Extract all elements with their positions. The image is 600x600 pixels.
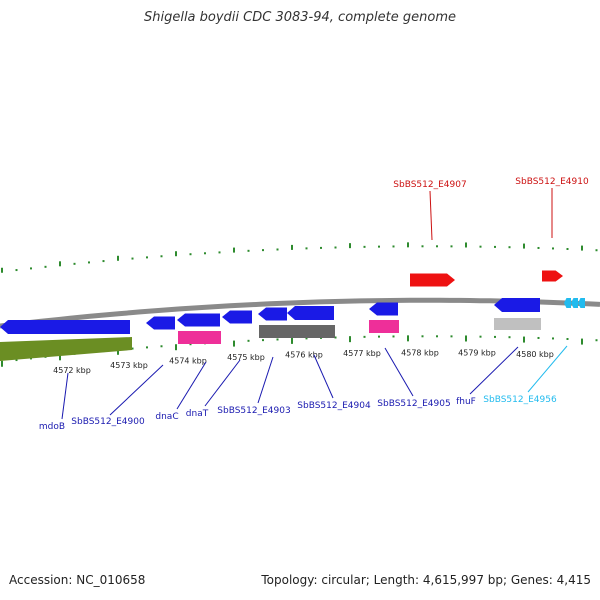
leader-line (469, 346, 519, 395)
gene-label: SbBS512_E4956 (483, 395, 557, 405)
leader-line (257, 356, 274, 404)
gene-label: SbBS512_E4907 (393, 180, 466, 190)
gene-labels: SbBS512_E4907 SbBS512_E4910 mdoB SbBS512_E4… (39, 177, 589, 432)
leader-line (109, 364, 164, 416)
gene-label: SbBS512_E4903 (217, 406, 290, 416)
gene-label: dnaT (186, 409, 209, 419)
scale-label: 4574 kbp (169, 356, 207, 365)
scale-label: 4577 kbp (343, 349, 381, 358)
light-gray-feature-bar (494, 318, 541, 330)
gene-label: SbBS512_E4904 (297, 401, 371, 411)
reverse-gene-arrow (258, 307, 287, 321)
scale-labels: 4572 kbp 4573 kbp 4574 kbp 4575 kbp 4576 kbp… (53, 348, 554, 375)
map-title: Shigella boydii CDC 3083-94, complete ge… (143, 10, 457, 25)
reverse-gene-arrow (369, 302, 398, 316)
reverse-gene-arrow (287, 306, 334, 320)
leader-line (429, 190, 433, 241)
highlight-gene-arrow (571, 298, 578, 308)
genome-stats-text: Topology: circular; Length: 4,615,997 bp… (261, 573, 591, 587)
forward-gene-arrow (410, 273, 455, 287)
leader-line (313, 354, 334, 399)
gene-label: dnaC (155, 412, 178, 422)
reverse-gene-arrow (222, 310, 252, 324)
magenta-feature-bar (369, 320, 399, 333)
leader-line (176, 361, 207, 410)
feature-track (0, 270, 585, 361)
gene-label: fhuF (456, 397, 476, 407)
gray-feature-bar (259, 325, 335, 338)
leader-line (384, 347, 414, 397)
magenta-feature-bar (178, 331, 221, 344)
gene-label: SbBS512_E4900 (71, 417, 145, 427)
reverse-gene-arrow (0, 320, 130, 334)
olive-feature-bar (0, 337, 132, 361)
scale-label: 4573 kbp (110, 361, 148, 370)
reverse-gene-arrow (177, 313, 220, 327)
scale-label: 4576 kbp (285, 350, 323, 359)
scale-label: 4579 kbp (458, 349, 496, 358)
reverse-gene-arrow (146, 316, 175, 330)
scale-label: 4572 kbp (53, 366, 91, 375)
accession-text: Accession: NC_010658 (9, 573, 146, 587)
gene-label: mdoB (39, 422, 65, 432)
scale-label: 4575 kbp (227, 353, 265, 362)
forward-gene-arrow (542, 270, 563, 282)
highlight-gene-arrow (564, 298, 571, 308)
gene-label: SbBS512_E4910 (515, 177, 589, 187)
leader-line (204, 359, 241, 407)
outer-tick-track (1, 242, 598, 273)
highlight-gene-arrow (578, 298, 585, 308)
reverse-gene-arrow (494, 298, 540, 312)
leader-line (527, 345, 568, 393)
leader-line (61, 372, 69, 420)
scale-label: 4578 kbp (401, 348, 439, 357)
gene-label: SbBS512_E4905 (377, 399, 450, 409)
scale-label: 4580 kbp (516, 350, 554, 359)
